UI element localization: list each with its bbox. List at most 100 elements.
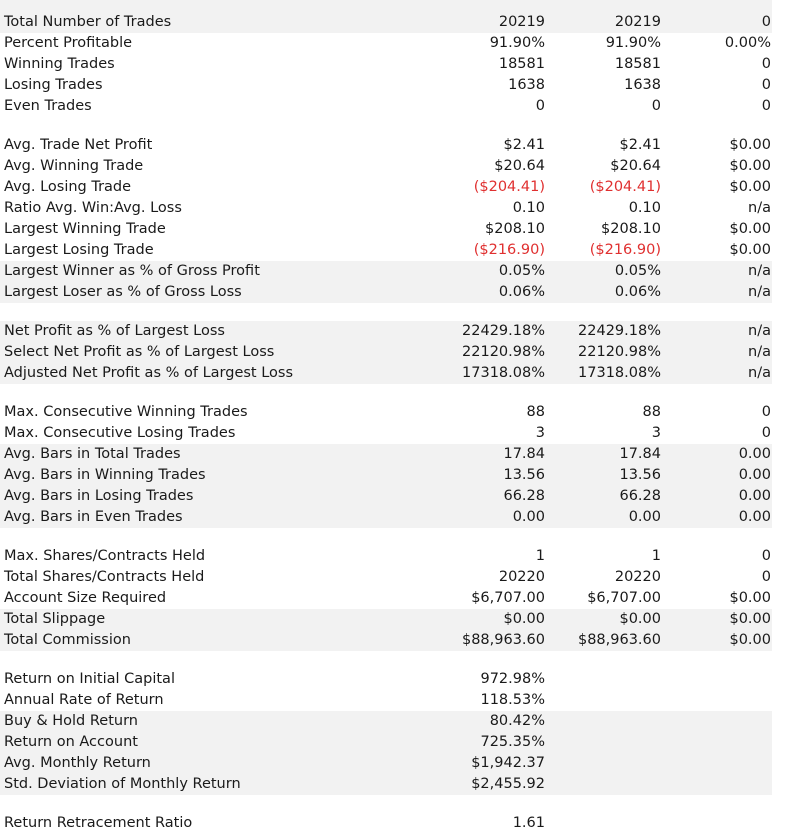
section-spacer	[0, 117, 772, 135]
value-short-trades: 0	[761, 14, 771, 30]
row-label: Avg. Bars in Winning Trades	[4, 467, 206, 483]
value-long-trades: 1	[651, 548, 661, 564]
value-short-trades: n/a	[748, 200, 771, 216]
value-all-trades: 972.98%	[480, 671, 545, 687]
value-short-trades: 0	[761, 77, 771, 93]
row-label: Buy & Hold Return	[4, 713, 138, 729]
value-short-trades: 0.00	[738, 446, 771, 462]
table-row: Max. Consecutive Winning Trades 88 88 0	[0, 402, 772, 423]
row-label: Total Shares/Contracts Held	[4, 569, 205, 585]
table-row: Winning Trades 18581 18581 0	[0, 54, 772, 75]
value-short-trades: 0	[761, 98, 771, 114]
value-long-trades: 0.06%	[614, 284, 661, 300]
table-row: Avg. Monthly Return $1,942.37	[0, 753, 772, 774]
value-all-trades: 1.61	[512, 815, 545, 831]
row-label: Return on Initial Capital	[4, 671, 175, 687]
value-all-trades: 725.35%	[480, 734, 545, 750]
value-long-trades: 1638	[624, 77, 661, 93]
table-row: Avg. Bars in Losing Trades 66.28 66.28 0.00	[0, 486, 772, 507]
section-spacer	[0, 651, 772, 669]
table-row: Total Shares/Contracts Held 20220 20220 0	[0, 567, 772, 588]
value-all-trades: $0.00	[503, 611, 545, 627]
value-short-trades: 0.00	[738, 488, 771, 504]
value-all-trades: 18581	[498, 56, 545, 72]
row-label: Avg. Bars in Losing Trades	[4, 488, 194, 504]
value-long-trades: $88,963.60	[577, 632, 661, 648]
section-spacer	[0, 795, 772, 813]
row-label: Account Size Required	[4, 590, 167, 606]
value-all-trades: 17318.08%	[462, 365, 545, 381]
value-long-trades: 0.00	[628, 509, 661, 525]
table-row: Return on Account 725.35%	[0, 732, 772, 753]
row-label: Adjusted Net Profit as % of Largest Loss	[4, 365, 294, 381]
row-label: Net Profit as % of Largest Loss	[4, 323, 225, 339]
row-label: Select Net Profit as % of Largest Loss	[4, 344, 275, 360]
table-row: Largest Winner as % of Gross Profit 0.05%…	[0, 261, 772, 282]
value-all-trades: 80.42%	[489, 713, 545, 729]
value-all-trades: 0.10	[512, 200, 545, 216]
row-label: Max. Shares/Contracts Held	[4, 548, 206, 564]
value-all-trades: $20.64	[494, 158, 545, 174]
table-row: Largest Losing Trade ($216.90) ($216.90) $0…	[0, 240, 772, 261]
table-row: Net Profit as % of Largest Loss 22429.18%…	[0, 321, 772, 342]
value-all-trades: 20219	[498, 14, 545, 30]
value-short-trades: 0.00	[738, 467, 771, 483]
value-all-trades: $2.41	[503, 137, 545, 153]
row-label: Avg. Monthly Return	[4, 755, 151, 771]
table-row: Std. Deviation of Monthly Return $2,455.9…	[0, 774, 772, 795]
value-all-trades: 0	[535, 98, 545, 114]
row-label: Avg. Bars in Even Trades	[4, 509, 183, 525]
value-long-trades: $6,707.00	[587, 590, 661, 606]
table-row: Avg. Trade Net Profit $2.41 $2.41 $0.00	[0, 135, 772, 156]
value-short-trades: $0.00	[729, 221, 771, 237]
row-label: Total Slippage	[4, 611, 106, 627]
value-short-trades: $0.00	[729, 137, 771, 153]
value-all-trades: 13.56	[503, 467, 545, 483]
table-row: Total Slippage $0.00 $0.00 $0.00	[0, 609, 772, 630]
value-all-trades: 20220	[498, 569, 545, 585]
value-short-trades: n/a	[748, 263, 771, 279]
value-long-trades: $20.64	[610, 158, 661, 174]
value-short-trades: 0	[761, 425, 771, 441]
table-row: Buy & Hold Return 80.42%	[0, 711, 772, 732]
value-long-trades: 0.05%	[614, 263, 661, 279]
table-row: Losing Trades 1638 1638 0	[0, 75, 772, 96]
value-long-trades: $0.00	[619, 611, 661, 627]
row-label: Largest Winning Trade	[4, 221, 166, 237]
value-short-trades: 0.00%	[724, 35, 771, 51]
section-spacer	[0, 528, 772, 546]
table-row: Avg. Bars in Total Trades 17.84 17.84 0.00	[0, 444, 772, 465]
value-all-trades: 91.90%	[489, 35, 545, 51]
value-all-trades: 22120.98%	[462, 344, 545, 360]
value-long-trades: 88	[642, 404, 661, 420]
table-row: Avg. Bars in Even Trades 0.00 0.00 0.00	[0, 507, 772, 528]
value-short-trades: n/a	[748, 284, 771, 300]
value-short-trades: $0.00	[729, 611, 771, 627]
row-label: Max. Consecutive Winning Trades	[4, 404, 248, 420]
table-row: Account Size Required $6,707.00 $6,707.00 $…	[0, 588, 772, 609]
value-all-trades: 17.84	[503, 446, 545, 462]
value-all-trades: ($204.41)	[473, 179, 545, 195]
value-all-trades: $1,942.37	[471, 755, 545, 771]
value-all-trades: 0.06%	[498, 284, 545, 300]
value-all-trades: $6,707.00	[471, 590, 545, 606]
value-short-trades: n/a	[748, 344, 771, 360]
table-row: Max. Consecutive Losing Trades 3 3 0	[0, 423, 772, 444]
table-row: Annual Rate of Return 118.53%	[0, 690, 772, 711]
value-short-trades: n/a	[748, 323, 771, 339]
value-long-trades: 18581	[614, 56, 661, 72]
value-all-trades: ($216.90)	[473, 242, 545, 258]
table-row: Even Trades 0 0 0	[0, 96, 772, 117]
value-all-trades: 3	[535, 425, 545, 441]
value-all-trades: 0.00	[512, 509, 545, 525]
value-long-trades: 66.28	[619, 488, 661, 504]
table-row: Avg. Losing Trade ($204.41) ($204.41) $0.00	[0, 177, 772, 198]
value-short-trades: 0	[761, 404, 771, 420]
value-short-trades: $0.00	[729, 632, 771, 648]
value-long-trades: 0.10	[628, 200, 661, 216]
value-long-trades: 13.56	[619, 467, 661, 483]
value-long-trades: $2.41	[619, 137, 661, 153]
value-all-trades: $208.10	[485, 221, 545, 237]
table-row: Adjusted Net Profit as % of Largest Loss…	[0, 363, 772, 384]
value-long-trades: 3	[651, 425, 661, 441]
